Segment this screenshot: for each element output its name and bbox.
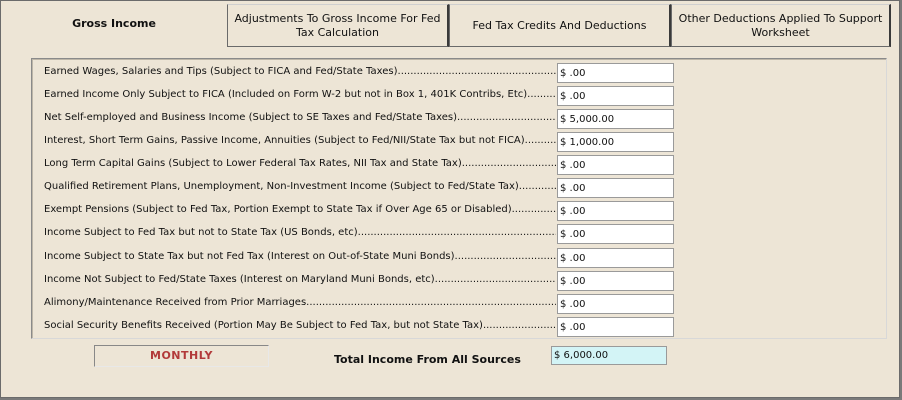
- fed-not-state-input[interactable]: [557, 224, 674, 244]
- row-label: Social Security Benefits Received (Porti…: [44, 320, 556, 331]
- state-not-fed-input[interactable]: [557, 248, 674, 268]
- tab-label: Adjustments To Gross Income For Fed Tax …: [234, 11, 441, 39]
- row-label: Exempt Pensions (Subject to Fed Tax, Por…: [44, 204, 556, 215]
- monthly-button[interactable]: MONTHLY: [94, 345, 269, 367]
- interest-input[interactable]: [557, 132, 674, 152]
- income-row-not-subject: Income Not Subject to Fed/State Taxes (I…: [44, 271, 674, 291]
- tab-label: Gross Income: [72, 17, 156, 30]
- alimony-input[interactable]: [557, 294, 674, 314]
- total-income-label: Total Income From All Sources: [334, 353, 521, 366]
- row-label: Alimony/Maintenance Received from Prior …: [44, 297, 556, 308]
- row-label: Interest, Short Term Gains, Passive Inco…: [44, 135, 556, 146]
- tab-fed-tax-credits[interactable]: Fed Tax Credits And Deductions: [449, 4, 671, 47]
- tab-label: Fed Tax Credits And Deductions: [472, 18, 647, 32]
- row-label: Income Subject to State Tax but not Fed …: [44, 251, 556, 262]
- exempt-pensions-input[interactable]: [557, 201, 674, 221]
- tab-other-deductions[interactable]: Other Deductions Applied To Support Work…: [671, 4, 891, 47]
- row-label: Earned Wages, Salaries and Tips (Subject…: [44, 66, 556, 77]
- income-panel: [31, 58, 887, 339]
- row-label: Earned Income Only Subject to FICA (Incl…: [44, 89, 556, 100]
- not-subject-input[interactable]: [557, 271, 674, 291]
- income-row-self-employed: Net Self-employed and Business Income (S…: [44, 109, 674, 129]
- income-row-interest: Interest, Short Term Gains, Passive Inco…: [44, 132, 674, 152]
- row-label: Qualified Retirement Plans, Unemployment…: [44, 181, 556, 192]
- income-row-state-not-fed: Income Subject to State Tax but not Fed …: [44, 248, 674, 268]
- tab-gross-income[interactable]: Gross Income: [1, 1, 227, 47]
- tab-adjustments[interactable]: Adjustments To Gross Income For Fed Tax …: [227, 4, 449, 47]
- total-income-field: [551, 346, 667, 365]
- tab-bar: Gross Income Adjustments To Gross Income…: [1, 1, 901, 47]
- income-row-fed-not-state: Income Subject to Fed Tax but not to Sta…: [44, 224, 674, 244]
- row-label: Long Term Capital Gains (Subject to Lowe…: [44, 158, 556, 169]
- row-label: Income Not Subject to Fed/State Taxes (I…: [44, 274, 556, 285]
- long-term-gains-input[interactable]: [557, 155, 674, 175]
- income-row-exempt-pensions: Exempt Pensions (Subject to Fed Tax, Por…: [44, 201, 674, 221]
- retirement-input[interactable]: [557, 178, 674, 198]
- row-label: Income Subject to Fed Tax but not to Sta…: [44, 227, 556, 238]
- earned-wages-input[interactable]: [557, 63, 674, 83]
- self-employed-input[interactable]: [557, 109, 674, 129]
- social-security-input[interactable]: [557, 317, 674, 337]
- income-row-fica-only: Earned Income Only Subject to FICA (Incl…: [44, 86, 674, 106]
- income-row-long-term-gains: Long Term Capital Gains (Subject to Lowe…: [44, 155, 674, 175]
- fica-only-input[interactable]: [557, 86, 674, 106]
- income-row-alimony: Alimony/Maintenance Received from Prior …: [44, 294, 674, 314]
- row-label: Net Self-employed and Business Income (S…: [44, 112, 556, 123]
- income-row-social-security: Social Security Benefits Received (Porti…: [44, 317, 674, 337]
- income-row-earned-wages: Earned Wages, Salaries and Tips (Subject…: [44, 63, 674, 83]
- tab-label: Other Deductions Applied To Support Work…: [678, 11, 883, 39]
- income-row-retirement: Qualified Retirement Plans, Unemployment…: [44, 178, 674, 198]
